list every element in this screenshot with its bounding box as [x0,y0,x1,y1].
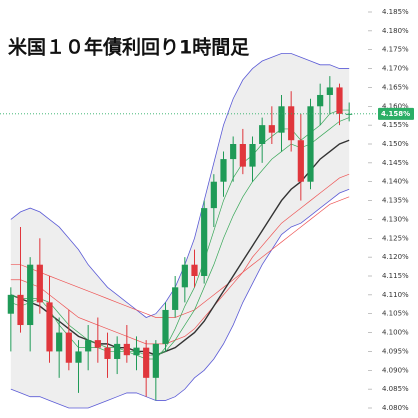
candle-body [123,343,130,356]
candle-body [65,332,72,363]
candle-body [114,343,121,359]
candle-body [94,340,101,348]
y-tick-label: 4.105% [382,310,409,318]
candle-body [326,87,333,95]
plot-area [7,53,353,409]
y-tick-label: 4.125% [382,234,409,242]
candle-body [288,106,295,141]
y-tick-label: 4.090% [382,366,409,374]
chart-title: 米国１０年債利回り1時間足 [8,36,250,59]
candle-body [297,140,304,182]
candle-body [249,144,256,167]
last-price-box [378,107,414,120]
candle-body [268,125,275,133]
candle-body [181,264,188,288]
ma-line [10,188,350,409]
y-tick-label: 4.100% [382,329,409,337]
candle-body [36,264,43,303]
candle-body [191,264,198,276]
y-tick-label: 4.140% [382,178,409,186]
candle-body [239,144,246,167]
y-tick-label: 4.165% [382,83,409,91]
candle-body [133,347,140,356]
candle-body [346,113,353,115]
candle-body [336,87,343,114]
candle-body [75,351,82,363]
candle-body [17,294,24,326]
ma-line [10,196,350,318]
y-tick-label: 4.155% [382,121,409,129]
candle-body [143,347,150,378]
candle-body [104,347,111,359]
ma-line [10,139,350,356]
ma-line [10,117,350,356]
candle-body [220,159,227,182]
candle-body [27,264,34,326]
ma-line [10,53,350,318]
y-tick-label: 4.085% [382,385,409,393]
y-tick-label: 4.130% [382,215,409,223]
candle-body [152,343,159,378]
y-tick-label: 4.160% [382,102,409,110]
candle-body [7,294,14,314]
candle-body [230,144,237,160]
candle-body [210,181,217,209]
candle-body [85,340,92,352]
y-tick-label: 4.135% [382,197,409,205]
candle-body [172,287,179,310]
candle-body [307,106,314,182]
y-tick-label: 4.120% [382,253,409,261]
last-price-label: 4.158% [381,110,410,118]
y-tick-label: 4.170% [382,65,409,73]
candle-body [56,332,63,352]
candle-body [278,106,285,133]
y-tick-label: 4.095% [382,347,409,355]
y-tick-label: 4.175% [382,46,409,54]
y-tick-label: 4.080% [382,404,409,412]
candle-body [46,302,53,352]
ma-line [10,173,350,345]
candle-body [162,309,169,344]
y-tick-label: 4.145% [382,159,409,167]
candle-body [201,208,208,276]
candle-body [317,94,324,107]
y-tick-label: 4.185% [382,8,409,16]
y-tick-label: 4.110% [382,291,409,299]
y-tick-label: 4.115% [382,272,409,280]
y-tick-label: 4.150% [382,140,409,148]
y-tick-label: 4.180% [382,27,409,35]
candle-body [259,125,266,144]
